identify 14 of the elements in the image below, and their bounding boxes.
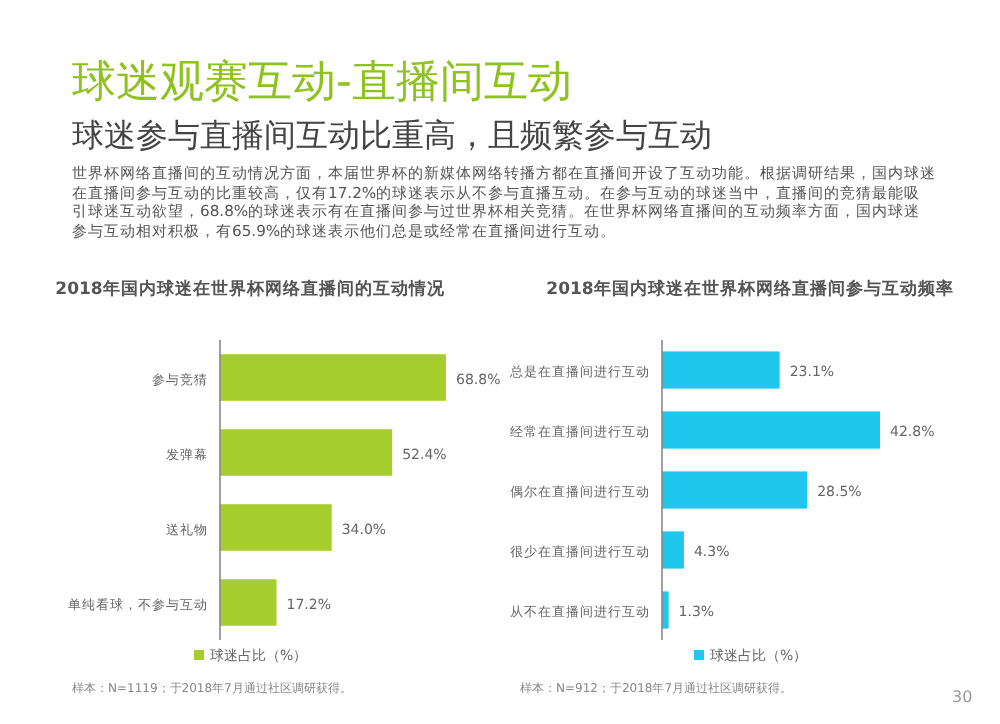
bar [220, 579, 277, 626]
chart-title: 2018年国内球迷在世界杯网络直播间参与互动频率 [544, 280, 956, 302]
text: 30 [952, 688, 973, 706]
bar [220, 504, 332, 551]
text: 球迷观赛互动-直播间互动 [72, 56, 572, 112]
text: 球迷参与直播间互动比重高，且频繁参与互动 [72, 116, 712, 158]
bar [220, 429, 393, 476]
bar [662, 411, 880, 449]
bar [662, 471, 808, 509]
bar [220, 354, 446, 401]
chart-title: 2018年国内球迷在世界杯网络直播间的互动情况 [53, 280, 447, 302]
bar [662, 591, 669, 629]
bar [662, 351, 780, 389]
bar [662, 531, 684, 569]
